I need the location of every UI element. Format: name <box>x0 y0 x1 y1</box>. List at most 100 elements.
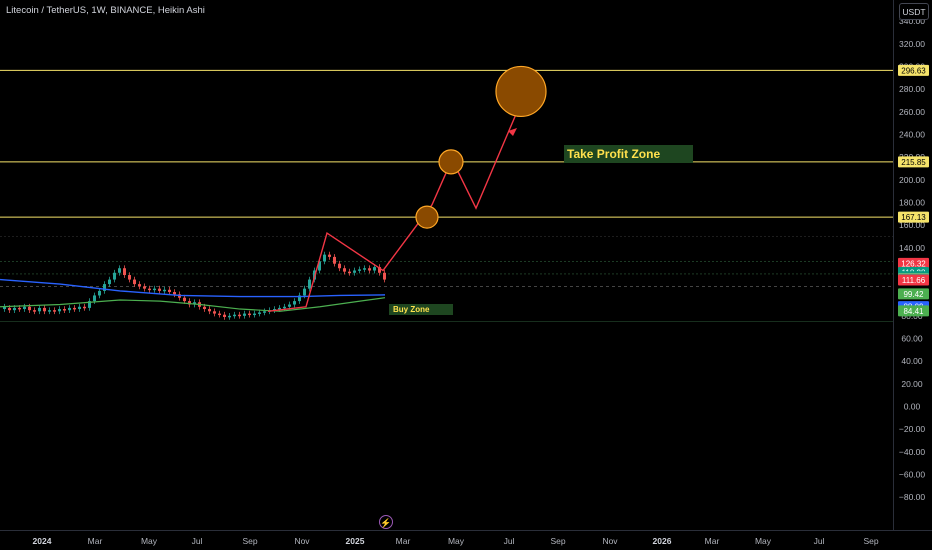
x-tick-label: Sep <box>863 536 878 546</box>
y-tick-label: 200.00 <box>899 175 925 185</box>
take-profit-zone-label: Take Profit Zone <box>564 145 693 163</box>
currency-selector[interactable]: USDT <box>899 3 929 20</box>
projection-arrowhead <box>508 128 517 136</box>
x-tick-label: Nov <box>294 536 310 546</box>
x-tick-label: Mar <box>88 536 103 546</box>
x-tick-label: 2024 <box>33 536 52 546</box>
candle <box>43 307 46 312</box>
candle <box>358 269 361 271</box>
candle <box>278 307 281 310</box>
candle <box>23 306 26 310</box>
candle <box>143 286 146 289</box>
candle <box>308 279 311 289</box>
target-circle-3 <box>495 65 547 118</box>
candle <box>378 267 381 273</box>
price-tag <box>898 274 929 286</box>
candle <box>93 295 96 302</box>
price-tag-label: 167.13 <box>901 213 926 222</box>
candle <box>148 288 151 291</box>
price-tag <box>898 156 929 168</box>
candle <box>373 267 376 271</box>
moving-average-green <box>0 297 386 312</box>
candle <box>108 279 111 285</box>
candle <box>293 301 296 305</box>
buy-zone-label: Buy Zone <box>389 304 453 315</box>
y-tick-label: −80.00 <box>899 492 926 502</box>
candle <box>243 313 246 316</box>
candle <box>383 272 386 280</box>
candle <box>193 302 196 305</box>
candle <box>333 256 336 264</box>
y-tick-label: −20.00 <box>899 424 926 434</box>
y-tick-label: 140.00 <box>899 243 925 253</box>
candle <box>73 307 76 310</box>
y-tick-label: 280.00 <box>899 84 925 94</box>
candle <box>238 314 241 317</box>
candle <box>228 315 231 318</box>
price-tag-label: 84.41 <box>903 307 924 316</box>
y-tick-label: 20.00 <box>901 379 923 389</box>
candle <box>118 268 121 273</box>
target-circle-1 <box>415 205 439 229</box>
candle <box>203 306 206 310</box>
x-tick-label: 2025 <box>346 536 365 546</box>
candle <box>258 312 261 314</box>
candle <box>283 306 286 309</box>
x-tick-label: Jul <box>814 536 825 546</box>
price-tag-label: 126.32 <box>901 259 926 268</box>
price-tag <box>898 288 929 300</box>
y-tick-label: 240.00 <box>899 130 925 140</box>
projection-path <box>267 111 518 312</box>
candle <box>158 288 161 291</box>
price-tag-label: 99.42 <box>903 290 924 299</box>
candle <box>233 314 236 317</box>
candle <box>213 311 216 314</box>
candle <box>218 313 221 316</box>
candle <box>253 313 256 316</box>
moving-average-blue <box>0 278 386 298</box>
candle <box>363 268 366 270</box>
target-circle-2 <box>438 149 464 175</box>
y-tick-label: 0.00 <box>904 401 921 411</box>
candle <box>273 309 276 311</box>
candle <box>18 307 21 310</box>
candle <box>68 307 71 311</box>
y-tick-label: 180.00 <box>899 198 925 208</box>
candle <box>58 309 61 312</box>
price-tag-label: 296.63 <box>901 66 926 75</box>
candle <box>348 271 351 274</box>
price-tag <box>898 64 929 76</box>
candle <box>63 309 66 311</box>
candle <box>168 289 171 293</box>
candle <box>98 290 101 296</box>
candle <box>188 301 191 305</box>
x-tick-label: 2026 <box>653 536 672 546</box>
candle <box>48 310 51 312</box>
candle <box>38 307 41 312</box>
y-tick-label: 60.00 <box>901 334 923 344</box>
x-tick-label: May <box>755 536 772 546</box>
price-tag <box>898 257 929 269</box>
candle <box>343 268 346 272</box>
candle <box>153 288 156 291</box>
candle <box>8 307 11 311</box>
candle <box>78 306 81 310</box>
price-tag <box>898 305 929 317</box>
x-tick-label: Jul <box>192 536 203 546</box>
candle <box>123 268 126 276</box>
price-tag-label: 111.66 <box>902 276 926 285</box>
candle <box>88 301 91 308</box>
candle <box>338 263 341 269</box>
x-tick-label: Nov <box>602 536 618 546</box>
candle <box>113 272 116 280</box>
candle <box>163 289 166 292</box>
chart-title: Litecoin / TetherUS, 1W, BINANCE, Heikin… <box>6 5 205 16</box>
candle <box>83 306 86 309</box>
candle <box>183 297 186 302</box>
candle <box>28 306 31 311</box>
candle <box>328 254 331 257</box>
lightning-icon[interactable]: ⚡ <box>379 515 393 529</box>
x-tick-label: May <box>141 536 158 546</box>
